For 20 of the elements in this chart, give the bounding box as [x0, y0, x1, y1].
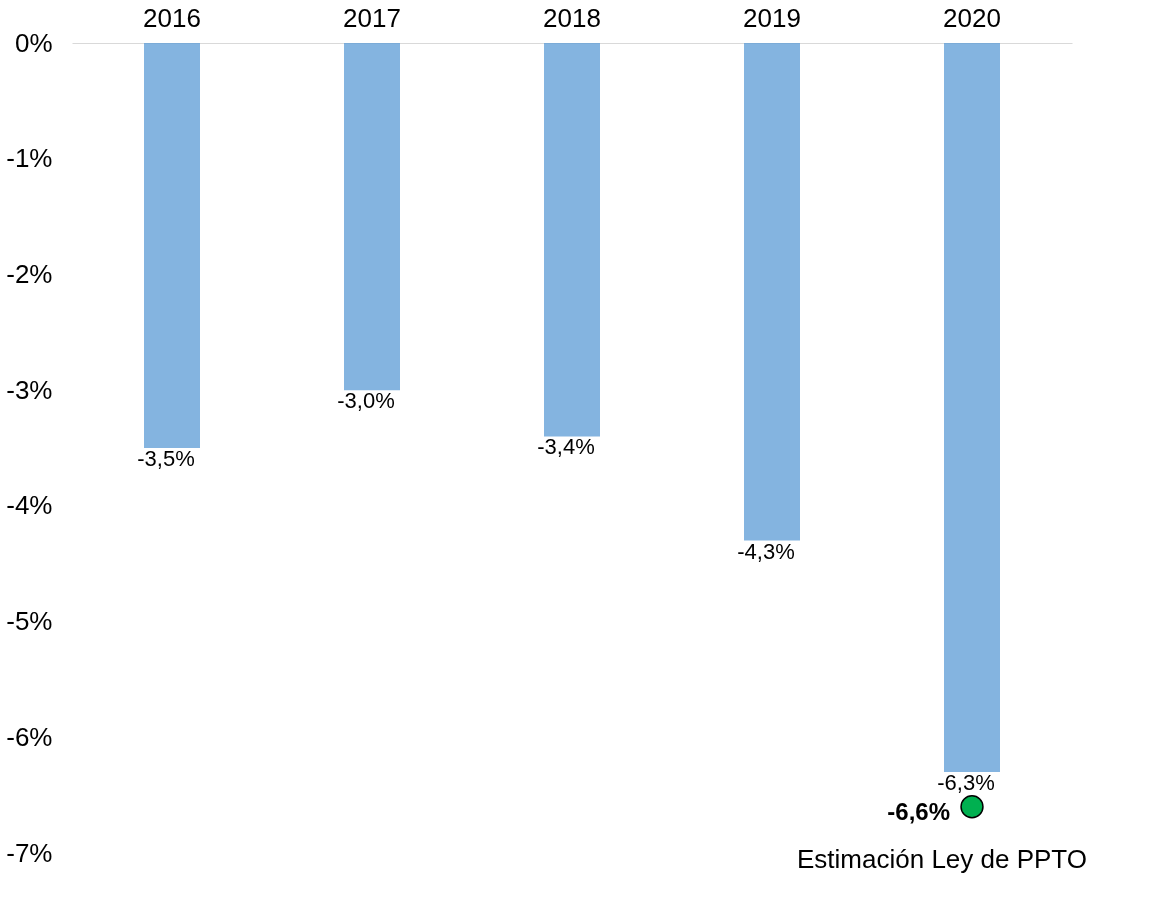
x-tick-label: 2016 — [143, 2, 201, 33]
x-tick-label: 2019 — [743, 2, 801, 33]
annotation: Estimación Ley de PPTO — [797, 843, 1087, 874]
y-tick-label: -3% — [6, 374, 53, 405]
data-label: -3,0% — [337, 388, 395, 414]
data-label: -3,5% — [137, 446, 195, 471]
y-tick-label: -7% — [6, 837, 53, 868]
y-tick-label: -2% — [6, 258, 53, 289]
y-tick-label: -6% — [6, 721, 53, 752]
data-label: -6,6% — [887, 797, 950, 825]
data-label: -4,3% — [737, 538, 795, 564]
y-tick-label: -5% — [6, 606, 53, 637]
data-label: -3,4% — [537, 434, 595, 460]
x-tick-label: 2017 — [343, 2, 401, 33]
y-tick-label: -1% — [6, 143, 53, 174]
x-tick-label: 2018 — [543, 2, 601, 33]
y-tick-label: -4% — [6, 490, 53, 521]
y-tick-label: 0% — [14, 27, 53, 58]
x-tick-label: 2020 — [943, 2, 1001, 33]
data-label: -6,3% — [937, 770, 995, 795]
